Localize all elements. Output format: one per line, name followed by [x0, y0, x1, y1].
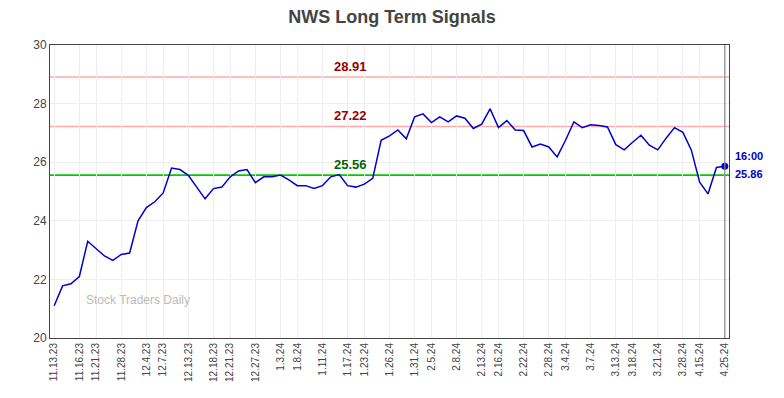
svg-text:22: 22: [33, 273, 47, 287]
svg-text:4.25.24: 4.25.24: [719, 343, 730, 377]
svg-text:Stock Traders Daily: Stock Traders Daily: [86, 293, 190, 307]
svg-text:12.27.23: 12.27.23: [250, 343, 261, 382]
svg-text:30: 30: [33, 38, 47, 52]
svg-text:27.22: 27.22: [334, 108, 367, 123]
svg-text:24: 24: [33, 214, 47, 228]
svg-text:12.21.23: 12.21.23: [224, 343, 235, 382]
svg-text:3.18.24: 3.18.24: [627, 343, 638, 377]
svg-text:2.22.24: 2.22.24: [518, 343, 529, 377]
svg-text:28: 28: [33, 97, 47, 111]
svg-text:3.7.24: 3.7.24: [585, 343, 596, 371]
svg-text:11.21.23: 11.21.23: [90, 343, 101, 382]
svg-text:4.15.24: 4.15.24: [694, 343, 705, 377]
svg-text:1.17.24: 1.17.24: [342, 343, 353, 377]
svg-text:26: 26: [33, 155, 47, 169]
svg-text:12.13.23: 12.13.23: [183, 343, 194, 382]
svg-text:1.26.24: 1.26.24: [384, 343, 395, 377]
svg-text:1.31.24: 1.31.24: [409, 343, 420, 377]
svg-text:12.4.23: 12.4.23: [141, 343, 152, 377]
svg-text:1.11.24: 1.11.24: [317, 343, 328, 376]
svg-text:2.8.24: 2.8.24: [451, 343, 462, 371]
svg-text:3.13.24: 3.13.24: [610, 343, 621, 377]
svg-text:25.86: 25.86: [735, 168, 763, 180]
svg-text:25.56: 25.56: [334, 157, 367, 172]
svg-text:12.7.23: 12.7.23: [157, 343, 168, 377]
svg-text:11.13.23: 11.13.23: [48, 343, 59, 382]
svg-text:3.28.24: 3.28.24: [677, 343, 688, 377]
svg-text:28.91: 28.91: [334, 59, 367, 74]
svg-text:2.16.24: 2.16.24: [493, 343, 504, 377]
svg-text:1.8.24: 1.8.24: [292, 343, 303, 371]
svg-text:2.28.24: 2.28.24: [543, 343, 554, 377]
svg-text:20: 20: [33, 331, 47, 345]
svg-text:11.16.23: 11.16.23: [74, 343, 85, 382]
svg-text:12.18.23: 12.18.23: [208, 343, 219, 382]
svg-text:NWS Long Term Signals: NWS Long Term Signals: [288, 7, 496, 27]
svg-text:16:00: 16:00: [735, 150, 763, 162]
svg-text:1.23.24: 1.23.24: [359, 343, 370, 377]
svg-text:1.3.24: 1.3.24: [275, 343, 286, 371]
svg-text:3.21.24: 3.21.24: [652, 343, 663, 377]
svg-text:2.5.24: 2.5.24: [426, 343, 437, 371]
svg-text:3.4.24: 3.4.24: [560, 343, 571, 371]
svg-text:11.28.23: 11.28.23: [116, 343, 127, 382]
svg-text:2.13.24: 2.13.24: [476, 343, 487, 377]
